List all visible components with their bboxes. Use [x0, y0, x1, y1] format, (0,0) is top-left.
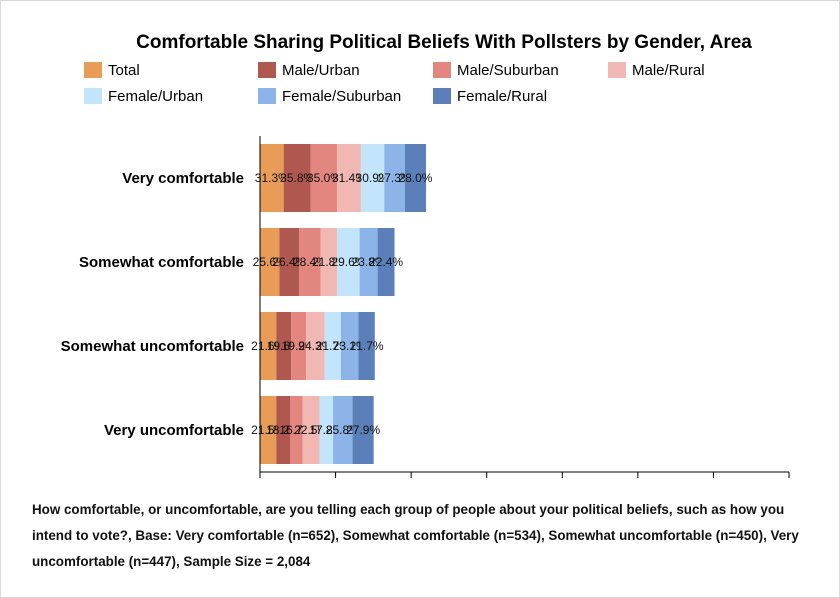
y-tick-label-very-uncomfortable: Very uncomfortable — [104, 422, 244, 439]
bar-somewhat-uncomfortable-male-urban — [276, 312, 292, 380]
bar-somewhat-uncomfortable-total — [260, 312, 277, 380]
data-label-very-comfortable-female-rural: 28.0% — [398, 171, 432, 185]
bar-somewhat-uncomfortable-female-suburban — [340, 312, 359, 380]
y-tick-label-somewhat-uncomfortable: Somewhat uncomfortable — [61, 338, 244, 355]
bar-very-uncomfortable-male-urban — [276, 396, 291, 464]
data-label-somewhat-uncomfortable-female-rural: 21.7% — [350, 339, 384, 353]
legend-item-female-urban: Female/Urban — [84, 87, 203, 105]
data-label-very-comfortable-female-urban: 30.9% — [356, 171, 390, 185]
bar-very-uncomfortable-male-suburban — [290, 396, 303, 464]
bar-somewhat-comfortable-total — [260, 228, 280, 296]
bar-somewhat-comfortable-male-urban — [279, 228, 300, 296]
legend-label-total: Total — [108, 61, 140, 79]
bar-very-comfortable-female-rural — [404, 144, 427, 212]
legend-label-female-urban: Female/Urban — [108, 87, 204, 105]
legend-label-male-urban: Male/Urban — [282, 61, 360, 79]
y-tick-label-somewhat-comfortable: Somewhat comfortable — [79, 254, 244, 271]
data-label-very-uncomfortable-female-rural: 27.9% — [346, 423, 380, 437]
data-label-very-comfortable-male-urban: 35.8% — [280, 171, 314, 185]
legend-swatch-total — [84, 62, 102, 78]
bar-somewhat-uncomfortable-male-suburban — [291, 312, 307, 380]
legend-swatch-male-rural — [608, 62, 626, 78]
bar-somewhat-comfortable-male-rural — [320, 228, 338, 296]
legend-swatch-male-urban — [258, 62, 276, 78]
bar-somewhat-comfortable-male-suburban — [299, 228, 321, 296]
legend-label-male-suburban: Male/Suburban — [457, 61, 559, 79]
legend-item-female-suburban: Female/Suburban — [258, 87, 401, 105]
legend-swatch-female-urban — [84, 88, 102, 104]
bar-very-uncomfortable-female-suburban — [333, 396, 353, 464]
data-label-very-comfortable-male-suburban: 35.0% — [307, 171, 341, 185]
legend-swatch-female-rural — [433, 88, 451, 104]
y-tick-label-very-comfortable: Very comfortable — [122, 170, 244, 187]
bar-very-comfortable-male-suburban — [310, 144, 338, 212]
legend-item-male-urban: Male/Urban — [258, 61, 360, 79]
data-label-somewhat-comfortable-total: 25.6% — [253, 255, 287, 269]
bar-somewhat-uncomfortable-female-urban — [324, 312, 341, 380]
bar-very-uncomfortable-male-rural — [302, 396, 320, 464]
bar-very-comfortable-total — [260, 144, 284, 212]
legend-item-male-rural: Male/Rural — [608, 61, 705, 79]
legend-swatch-male-suburban — [433, 62, 451, 78]
legend-label-male-rural: Male/Rural — [632, 61, 705, 79]
data-label-very-uncomfortable-female-suburban: 25.8% — [326, 423, 360, 437]
data-label-somewhat-comfortable-female-urban: 29.6% — [331, 255, 365, 269]
chart-title: Comfortable Sharing Political Beliefs Wi… — [136, 32, 752, 53]
bar-somewhat-uncomfortable-female-rural — [358, 312, 375, 380]
legend-label-female-rural: Female/Rural — [457, 87, 548, 105]
bar-somewhat-uncomfortable-male-rural — [306, 312, 325, 380]
legend-label-female-suburban: Female/Suburban — [282, 87, 402, 105]
data-label-somewhat-comfortable-male-urban: 26.4% — [272, 255, 306, 269]
legend-item-female-rural: Female/Rural — [433, 87, 547, 105]
bar-somewhat-comfortable-female-rural — [377, 228, 395, 296]
data-label-very-comfortable-female-suburban: 27.3% — [378, 171, 412, 185]
bar-very-comfortable-male-urban — [283, 144, 311, 212]
chart-footnote: How comfortable, or uncomfortable, are y… — [32, 502, 799, 569]
bar-very-uncomfortable-female-urban — [319, 396, 334, 464]
legend-swatch-female-suburban — [258, 88, 276, 104]
data-label-somewhat-uncomfortable-male-rural: 24.3% — [298, 339, 332, 353]
bar-very-comfortable-female-suburban — [384, 144, 405, 212]
data-label-somewhat-comfortable-female-rural: 22.4% — [369, 255, 403, 269]
data-label-very-comfortable-male-rural: 31.4% — [332, 171, 366, 185]
bar-somewhat-comfortable-female-suburban — [359, 228, 378, 296]
bar-very-uncomfortable-total — [260, 396, 277, 464]
bar-very-comfortable-male-rural — [337, 144, 361, 212]
data-label-somewhat-comfortable-male-suburban: 28.4% — [293, 255, 327, 269]
bar-very-comfortable-female-urban — [360, 144, 385, 212]
bar-somewhat-comfortable-female-urban — [337, 228, 360, 296]
bar-very-uncomfortable-female-rural — [352, 396, 374, 464]
legend-item-total: Total — [84, 61, 140, 79]
data-label-very-comfortable-total: 31.3% — [255, 171, 289, 185]
data-label-somewhat-comfortable-female-suburban: 23.8% — [352, 255, 386, 269]
legend-item-male-suburban: Male/Suburban — [433, 61, 559, 79]
